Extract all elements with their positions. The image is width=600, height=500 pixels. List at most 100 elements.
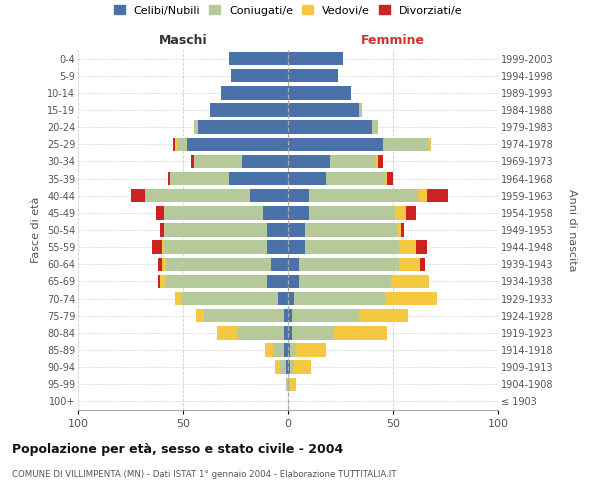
Bar [359,104,362,117]
Bar [372,120,379,134]
Bar [305,224,397,236]
Text: COMUNE DI VILLIMPENTA (MN) - Dati ISTAT 1° gennaio 2004 - Elaborazione TUTTITALI: COMUNE DI VILLIMPENTA (MN) - Dati ISTAT … [12,470,397,479]
Bar [288,104,359,117]
Bar [288,138,383,151]
Bar [429,138,431,151]
Bar [288,326,292,340]
Bar [334,326,387,340]
Bar [181,292,277,306]
Bar [418,189,427,202]
Bar [296,344,326,356]
Bar [193,120,198,134]
Bar [175,138,176,151]
Bar [263,206,288,220]
Bar [401,224,404,236]
Bar [166,258,271,271]
Bar [288,258,299,271]
Bar [288,378,290,391]
Bar [267,274,288,288]
Bar [288,309,292,322]
Bar [416,240,427,254]
Bar [162,258,166,271]
Bar [168,172,170,186]
Bar [176,138,187,151]
Bar [229,52,288,66]
Bar [284,309,288,322]
Text: Maschi: Maschi [158,34,208,48]
Bar [164,240,267,254]
Bar [229,172,288,186]
Bar [155,206,164,220]
Bar [385,292,437,306]
Bar [271,258,288,271]
Bar [359,309,408,322]
Text: Popolazione per età, sesso e stato civile - 2004: Popolazione per età, sesso e stato civil… [12,442,343,456]
Bar [145,189,250,202]
Bar [280,360,286,374]
Bar [387,172,393,186]
Bar [326,172,385,186]
Bar [290,344,296,356]
Bar [292,309,359,322]
Bar [164,206,263,220]
Bar [151,240,162,254]
Bar [406,206,416,220]
Bar [265,344,274,356]
Bar [274,344,284,356]
Bar [309,206,395,220]
Bar [198,120,288,134]
Bar [210,104,288,117]
Bar [275,360,280,374]
Bar [284,344,288,356]
Bar [421,258,425,271]
Bar [288,292,295,306]
Bar [160,274,166,288]
Bar [250,189,288,202]
Bar [395,206,406,220]
Bar [292,326,334,340]
Bar [299,258,400,271]
Bar [330,154,376,168]
Bar [379,154,383,168]
Bar [288,154,330,168]
Bar [290,360,295,374]
Bar [286,360,288,374]
Bar [284,326,288,340]
Bar [288,274,299,288]
Bar [376,154,379,168]
Bar [288,224,305,236]
Bar [305,240,400,254]
Bar [191,154,193,168]
Bar [286,378,288,391]
Bar [193,154,242,168]
Bar [295,360,311,374]
Bar [166,274,267,288]
Bar [221,86,288,100]
Bar [385,172,387,186]
Bar [175,292,181,306]
Bar [400,240,416,254]
Legend: Celibi/Nubili, Coniugati/e, Vedovi/e, Divorziati/e: Celibi/Nubili, Coniugati/e, Vedovi/e, Di… [113,5,463,15]
Bar [288,189,309,202]
Bar [277,292,288,306]
Bar [288,360,290,374]
Bar [288,172,326,186]
Bar [288,52,343,66]
Bar [158,274,160,288]
Bar [130,189,145,202]
Bar [391,274,429,288]
Bar [267,240,288,254]
Bar [217,326,238,340]
Bar [288,206,309,220]
Bar [173,138,175,151]
Bar [383,138,428,151]
Bar [288,120,372,134]
Bar [295,292,385,306]
Bar [232,69,288,82]
Bar [267,224,288,236]
Bar [288,344,290,356]
Bar [242,154,288,168]
Bar [162,240,164,254]
Bar [397,224,401,236]
Bar [309,189,418,202]
